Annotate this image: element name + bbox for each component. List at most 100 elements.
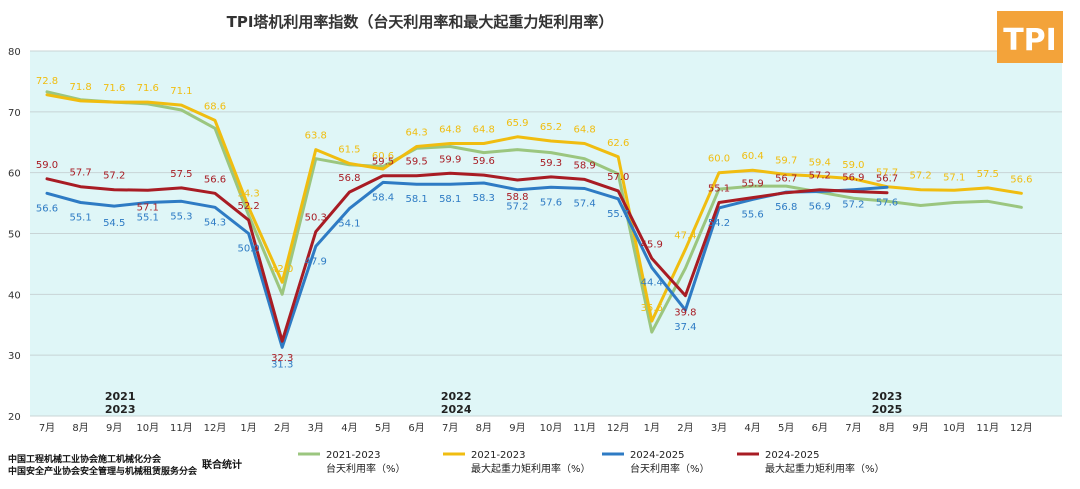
data-label: 58.4 [372, 192, 394, 203]
legend-period: 2021-2023 [326, 450, 381, 461]
legend-metric: 台天利用率（%） [630, 462, 710, 475]
data-label: 56.6 [36, 203, 58, 214]
data-label: 55.3 [170, 211, 192, 222]
y-tick-label: 30 [8, 351, 21, 362]
data-label: 58.9 [573, 160, 595, 171]
data-label: 39.8 [674, 308, 696, 319]
data-label: 58.1 [405, 194, 427, 205]
data-label: 56.8 [338, 173, 360, 184]
data-label: 64.8 [439, 124, 461, 135]
data-label: 47.4 [674, 230, 696, 241]
data-label: 57.7 [876, 168, 898, 179]
data-label: 57.6 [540, 197, 562, 208]
org-line-1: 中国工程机械工业协会施工机械化分会 [8, 453, 162, 465]
x-tick-label: 12月 [1010, 422, 1033, 434]
x-axis-ticks: 7月 8月 9月 10月 11月 12月 1月 2月 3月 4月 5月 6月 7月 8月 9月 10月 11月 1… [39, 422, 1033, 434]
org-line-2: 中国安全产业协会安全管理与机械租赁服务分会 [8, 465, 198, 477]
x-tick-label: 11月 [573, 422, 596, 434]
x-tick-label: 7月 [442, 422, 458, 434]
data-label: 56.9 [842, 173, 864, 184]
data-label: 57.5 [170, 169, 192, 180]
series-lines [45, 90, 1023, 349]
x-tick-label: 2月 [274, 422, 290, 434]
data-label: 55.9 [741, 179, 763, 190]
x-tick-label: 1月 [644, 422, 660, 434]
data-label: 59.9 [439, 154, 461, 165]
data-label: 56.7 [775, 174, 797, 185]
year-mark-top: 2022 [441, 390, 472, 403]
data-label: 58.8 [506, 192, 528, 203]
x-tick-label: 1月 [240, 422, 256, 434]
chart-title: TPI塔机利用率指数（台天利用率和最大起重力矩利用率） [227, 13, 614, 31]
series-line-0 [45, 90, 1023, 334]
x-tick-label: 9月 [912, 422, 928, 434]
data-label: 72.8 [36, 76, 58, 87]
logo-text: TPI [1003, 23, 1057, 58]
x-tick-label: 7月 [39, 422, 55, 434]
year-mark-top: 2023 [872, 390, 903, 403]
data-label: 59.5 [405, 157, 427, 168]
data-label: 57.2 [103, 171, 125, 182]
data-label: 57.1 [943, 172, 965, 183]
data-label: 64.8 [473, 124, 495, 135]
data-label: 57.0 [607, 172, 629, 183]
data-label: 61.5 [338, 145, 360, 156]
y-tick-label: 50 [8, 230, 21, 241]
x-tick-label: 11月 [976, 422, 999, 434]
data-label: 55.1 [708, 183, 730, 194]
year-mark-bottom: 2024 [441, 403, 472, 416]
data-label: 71.6 [137, 83, 159, 94]
x-tick-label: 9月 [106, 422, 122, 434]
data-label: 60.6 [372, 151, 394, 162]
data-label: 31.3 [271, 359, 293, 370]
data-label: 62.6 [607, 138, 629, 149]
data-label: 71.8 [69, 82, 91, 93]
x-tick-label: 10月 [136, 422, 159, 434]
data-label: 54.1 [338, 219, 360, 230]
x-tick-label: 6月 [812, 422, 828, 434]
data-label: 65.9 [506, 118, 528, 129]
series-line-3 [45, 171, 889, 343]
legend-metric: 最大起重力矩利用率（%） [765, 462, 885, 475]
data-label: 52.2 [237, 201, 259, 212]
x-tick-label: 10月 [943, 422, 966, 434]
data-label: 54.3 [204, 217, 226, 228]
data-label: 54.5 [103, 218, 125, 229]
data-label: 50.0 [237, 244, 259, 255]
data-label: 57.2 [842, 200, 864, 211]
data-label: 59.7 [775, 155, 797, 166]
year-mark-top: 2021 [105, 390, 136, 403]
data-label: 56.9 [809, 202, 831, 213]
y-tick-label: 20 [8, 412, 21, 423]
data-label: 57.2 [909, 171, 931, 182]
x-tick-label: 12月 [607, 422, 630, 434]
data-label: 55.1 [137, 212, 159, 223]
data-label: 59.3 [540, 158, 562, 169]
data-label: 57.6 [876, 197, 898, 208]
data-label: 60.0 [708, 154, 730, 165]
data-label: 32.3 [271, 353, 293, 364]
data-label: 56.6 [204, 174, 226, 185]
joint-stat-label: 联合统计 [202, 458, 242, 471]
x-tick-label: 4月 [341, 422, 357, 434]
x-tick-label: 7月 [845, 422, 861, 434]
data-label: 55.7 [607, 209, 629, 220]
x-tick-label: 9月 [509, 422, 525, 434]
data-label: 68.6 [204, 101, 226, 112]
legend-period: 2024-2025 [630, 450, 685, 461]
x-tick-label: 8月 [72, 422, 88, 434]
x-tick-label: 3月 [711, 422, 727, 434]
data-label: 56.7 [876, 174, 898, 185]
x-tick-label: 5月 [375, 422, 391, 434]
data-label: 63.8 [305, 131, 327, 142]
data-label: 37.4 [674, 322, 696, 333]
grid-lines [30, 50, 1062, 417]
legend-period: 2024-2025 [765, 450, 820, 461]
x-tick-label: 8月 [476, 422, 492, 434]
data-label: 59.6 [473, 156, 495, 167]
data-label: 57.4 [573, 198, 595, 209]
series-line-1 [45, 93, 1023, 323]
data-label: 55.6 [741, 209, 763, 220]
series-line-2 [45, 180, 889, 349]
